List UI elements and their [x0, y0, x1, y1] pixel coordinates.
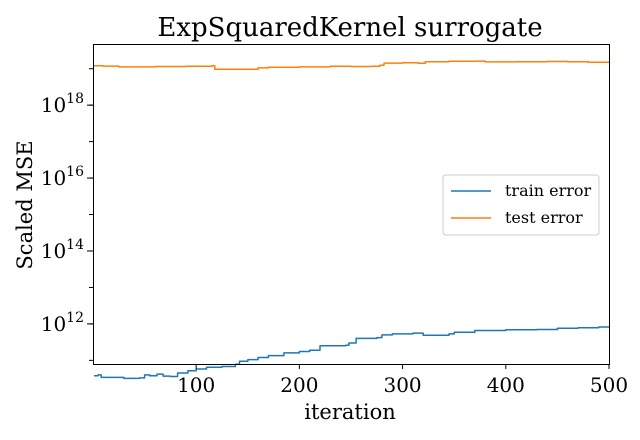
legend: train error test error: [442, 174, 600, 236]
x-tick-label: 500: [590, 373, 628, 397]
legend-box: [442, 174, 600, 236]
plot-area: [94, 60, 610, 380]
x-tick-label: 300: [383, 373, 421, 397]
y-tick-label: 1014: [41, 237, 84, 263]
y-axis-label: Scaled MSE: [13, 140, 37, 269]
x-axis: 100 200 300 400 500: [177, 364, 628, 397]
legend-label: train error: [505, 181, 592, 200]
series-line-train-error: [94, 326, 610, 380]
x-axis-label: iteration: [304, 400, 395, 424]
series-line-test-error: [94, 60, 610, 71]
y-tick-label: 1012: [41, 310, 84, 336]
x-tick-label: 400: [487, 373, 525, 397]
y-tick-label: 1018: [41, 91, 84, 117]
x-tick-label: 100: [177, 373, 215, 397]
x-tick-label: 200: [280, 373, 318, 397]
legend-label: test error: [505, 208, 583, 227]
y-tick-label: 1016: [41, 164, 84, 190]
y-axis: 1012 1014 1016 1018: [41, 68, 94, 361]
chart-title: ExpSquaredKernel surrogate: [157, 13, 542, 43]
axes-frame: [93, 44, 610, 365]
